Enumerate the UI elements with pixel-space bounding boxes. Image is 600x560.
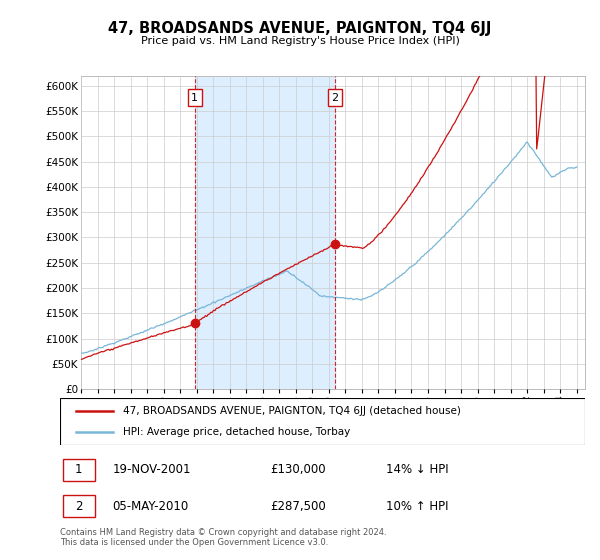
- Text: 05-MAY-2010: 05-MAY-2010: [113, 500, 189, 512]
- Bar: [62, 459, 95, 480]
- Text: 1: 1: [191, 92, 198, 102]
- Text: Price paid vs. HM Land Registry's House Price Index (HPI): Price paid vs. HM Land Registry's House …: [140, 36, 460, 46]
- Bar: [62, 495, 95, 517]
- Text: 14% ↓ HPI: 14% ↓ HPI: [386, 463, 448, 476]
- Text: 1: 1: [75, 463, 83, 476]
- Text: Contains HM Land Registry data © Crown copyright and database right 2024.
This d: Contains HM Land Registry data © Crown c…: [60, 528, 386, 547]
- Text: £287,500: £287,500: [270, 500, 326, 512]
- Text: HPI: Average price, detached house, Torbay: HPI: Average price, detached house, Torb…: [123, 427, 350, 437]
- Text: 19-NOV-2001: 19-NOV-2001: [113, 463, 191, 476]
- Text: 47, BROADSANDS AVENUE, PAIGNTON, TQ4 6JJ (detached house): 47, BROADSANDS AVENUE, PAIGNTON, TQ4 6JJ…: [123, 406, 461, 416]
- Text: £130,000: £130,000: [270, 463, 326, 476]
- Text: 10% ↑ HPI: 10% ↑ HPI: [386, 500, 448, 512]
- Bar: [194, 76, 335, 389]
- Text: 2: 2: [331, 92, 338, 102]
- Text: 2: 2: [75, 500, 83, 512]
- Text: 47, BROADSANDS AVENUE, PAIGNTON, TQ4 6JJ: 47, BROADSANDS AVENUE, PAIGNTON, TQ4 6JJ: [109, 21, 491, 36]
